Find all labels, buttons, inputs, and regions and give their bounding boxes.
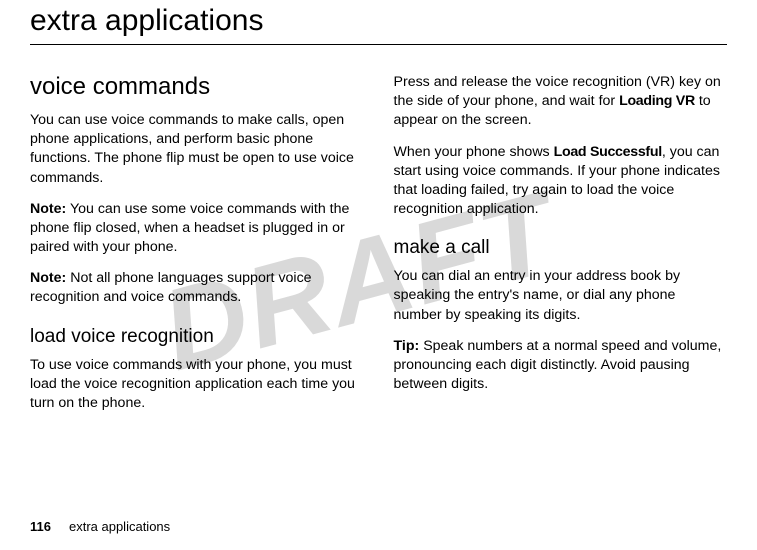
paragraph: You can use voice commands to make calls…: [30, 111, 364, 188]
note-text: You can use some voice commands with the…: [30, 201, 349, 255]
ui-text-loading-vr: Loading VR: [619, 93, 695, 109]
note-label: Note:: [30, 270, 66, 286]
note-paragraph: Note: Not all phone languages support vo…: [30, 269, 364, 307]
ui-text-load-successful: Load Successful: [554, 144, 662, 160]
subsection-heading-make-a-call: make a call: [394, 237, 728, 259]
title-rule: [30, 44, 727, 45]
tip-label: Tip:: [394, 338, 420, 354]
paragraph: You can dial an entry in your address bo…: [394, 267, 728, 325]
section-heading-voice-commands: voice commands: [30, 73, 364, 101]
page-content: extra applications voice commands You ca…: [30, 4, 727, 425]
paragraph: When your phone shows Load Successful, y…: [394, 143, 728, 220]
paragraph: To use voice commands with your phone, y…: [30, 356, 364, 414]
page-number: 116: [30, 519, 51, 534]
subsection-heading-load-voice-recognition: load voice recognition: [30, 326, 364, 348]
tip-text: Speak numbers at a normal speed and volu…: [394, 338, 722, 392]
note-paragraph: Note: You can use some voice commands wi…: [30, 200, 364, 258]
tip-paragraph: Tip: Speak numbers at a normal speed and…: [394, 337, 728, 395]
note-text: Not all phone languages support voice re…: [30, 270, 312, 305]
chapter-title: extra applications: [30, 4, 727, 38]
left-column: voice commands You can use voice command…: [30, 73, 364, 425]
page-footer: 116 extra applications: [30, 519, 170, 534]
right-column: Press and release the voice recognition …: [394, 73, 728, 425]
note-label: Note:: [30, 201, 66, 217]
text-run: When your phone shows: [394, 144, 554, 160]
running-title: extra applications: [69, 519, 170, 534]
paragraph: Press and release the voice recognition …: [394, 73, 728, 131]
two-column-layout: voice commands You can use voice command…: [30, 73, 727, 425]
